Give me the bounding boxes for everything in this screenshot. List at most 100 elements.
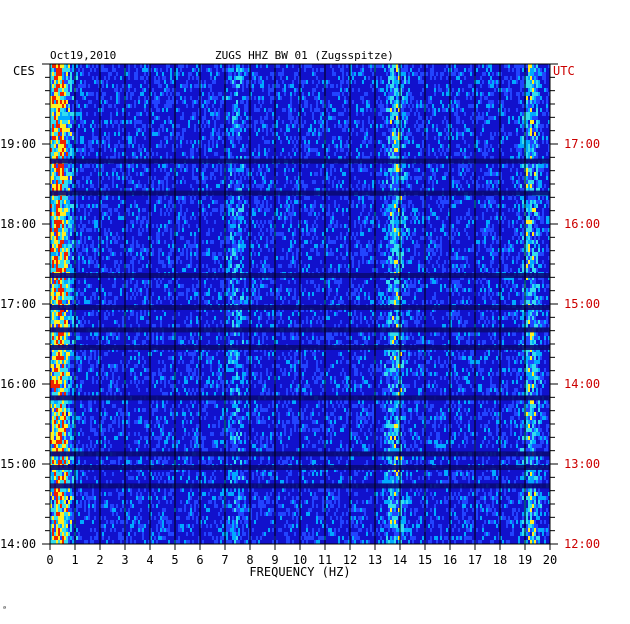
heatmap-cell	[252, 168, 254, 172]
heatmap-cell	[346, 72, 348, 76]
heatmap-cell	[364, 184, 366, 188]
heatmap-cell	[408, 172, 410, 176]
heatmap-cell	[142, 244, 144, 248]
heatmap-cell	[212, 136, 214, 140]
heatmap-cell	[498, 220, 500, 224]
heatmap-cell	[80, 228, 82, 232]
heatmap-cell	[54, 240, 56, 244]
heatmap-cell	[400, 244, 402, 248]
heatmap-cell	[534, 140, 536, 144]
heatmap-cell	[234, 72, 236, 76]
heatmap-cell	[112, 64, 114, 68]
heatmap-cell	[146, 224, 148, 228]
heatmap-cell	[538, 80, 540, 84]
heatmap-cell	[288, 168, 290, 172]
heatmap-cell	[82, 136, 84, 140]
heatmap-cell	[266, 112, 268, 116]
heatmap-cell	[398, 164, 400, 168]
heatmap-cell	[88, 140, 90, 144]
heatmap-cell	[50, 80, 52, 84]
heatmap-cell	[488, 92, 490, 96]
heatmap-cell	[378, 172, 380, 176]
heatmap-cell	[250, 172, 252, 176]
heatmap-cell	[226, 252, 228, 256]
heatmap-cell	[182, 128, 184, 132]
heatmap-cell	[532, 156, 534, 160]
heatmap-cell	[170, 252, 172, 256]
heatmap-cell	[404, 120, 406, 124]
heatmap-cell	[318, 132, 320, 136]
heatmap-cell	[260, 188, 262, 192]
heatmap-cell	[204, 176, 206, 180]
heatmap-cell	[70, 216, 72, 220]
heatmap-cell	[434, 240, 436, 244]
heatmap-cell	[308, 140, 310, 144]
heatmap-cell	[328, 144, 330, 148]
heatmap-cell	[234, 164, 236, 168]
heatmap-cell	[242, 248, 244, 252]
heatmap-cell	[398, 128, 400, 132]
heatmap-cell	[382, 252, 384, 256]
heatmap-cell	[190, 140, 192, 144]
heatmap-cell	[546, 152, 548, 156]
heatmap-cell	[298, 176, 300, 180]
heatmap-cell	[84, 240, 86, 244]
heatmap-cell	[170, 72, 172, 76]
heatmap-cell	[518, 216, 520, 220]
heatmap-cell	[54, 196, 56, 200]
heatmap-cell	[78, 180, 80, 184]
heatmap-cell	[342, 208, 344, 212]
heatmap-cell	[516, 72, 518, 76]
heatmap-cell	[500, 216, 502, 220]
heatmap-cell	[276, 120, 278, 124]
heatmap-cell	[326, 124, 328, 128]
heatmap-cell	[228, 196, 230, 200]
heatmap-cell	[248, 232, 250, 236]
heatmap-cell	[450, 68, 452, 72]
heatmap-cell	[322, 68, 324, 72]
heatmap-cell	[368, 184, 370, 188]
heatmap-cell	[536, 200, 538, 204]
heatmap-cell	[60, 84, 62, 88]
heatmap-cell	[314, 200, 316, 204]
heatmap-cell	[526, 240, 528, 244]
heatmap-cell	[440, 248, 442, 252]
heatmap-cell	[462, 152, 464, 156]
heatmap-cell	[200, 96, 202, 100]
heatmap-cell	[422, 88, 424, 92]
heatmap-cell	[538, 188, 540, 192]
heatmap-cell	[50, 108, 52, 112]
heatmap-cell	[312, 228, 314, 232]
heatmap-cell	[316, 224, 318, 228]
heatmap-cell	[534, 116, 536, 120]
heatmap-cell	[60, 152, 62, 156]
heatmap-cell	[470, 104, 472, 108]
heatmap-cell	[520, 84, 522, 88]
heatmap-cell	[482, 124, 484, 128]
heatmap-cell	[346, 140, 348, 144]
heatmap-cell	[100, 144, 102, 148]
heatmap-cell	[516, 172, 518, 176]
heatmap-cell	[530, 188, 532, 192]
heatmap-cell	[322, 240, 324, 244]
heatmap-cell	[234, 120, 236, 124]
heatmap-cell	[390, 168, 392, 172]
heatmap-cell	[458, 232, 460, 236]
heatmap-cell	[502, 124, 504, 128]
heatmap-cell	[238, 184, 240, 188]
heatmap-cell	[122, 228, 124, 232]
heatmap-cell	[336, 248, 338, 252]
heatmap-cell	[328, 196, 330, 200]
heatmap-cell	[526, 120, 528, 124]
heatmap-cell	[330, 168, 332, 172]
heatmap-cell	[392, 132, 394, 136]
heatmap-cell	[184, 88, 186, 92]
heatmap-cell	[384, 228, 386, 232]
heatmap-cell	[260, 208, 262, 212]
heatmap-cell	[538, 196, 540, 200]
heatmap-cell	[246, 200, 248, 204]
heatmap-cell	[198, 68, 200, 72]
heatmap-cell	[394, 88, 396, 92]
heatmap-cell	[290, 212, 292, 216]
heatmap-cell	[536, 64, 538, 68]
